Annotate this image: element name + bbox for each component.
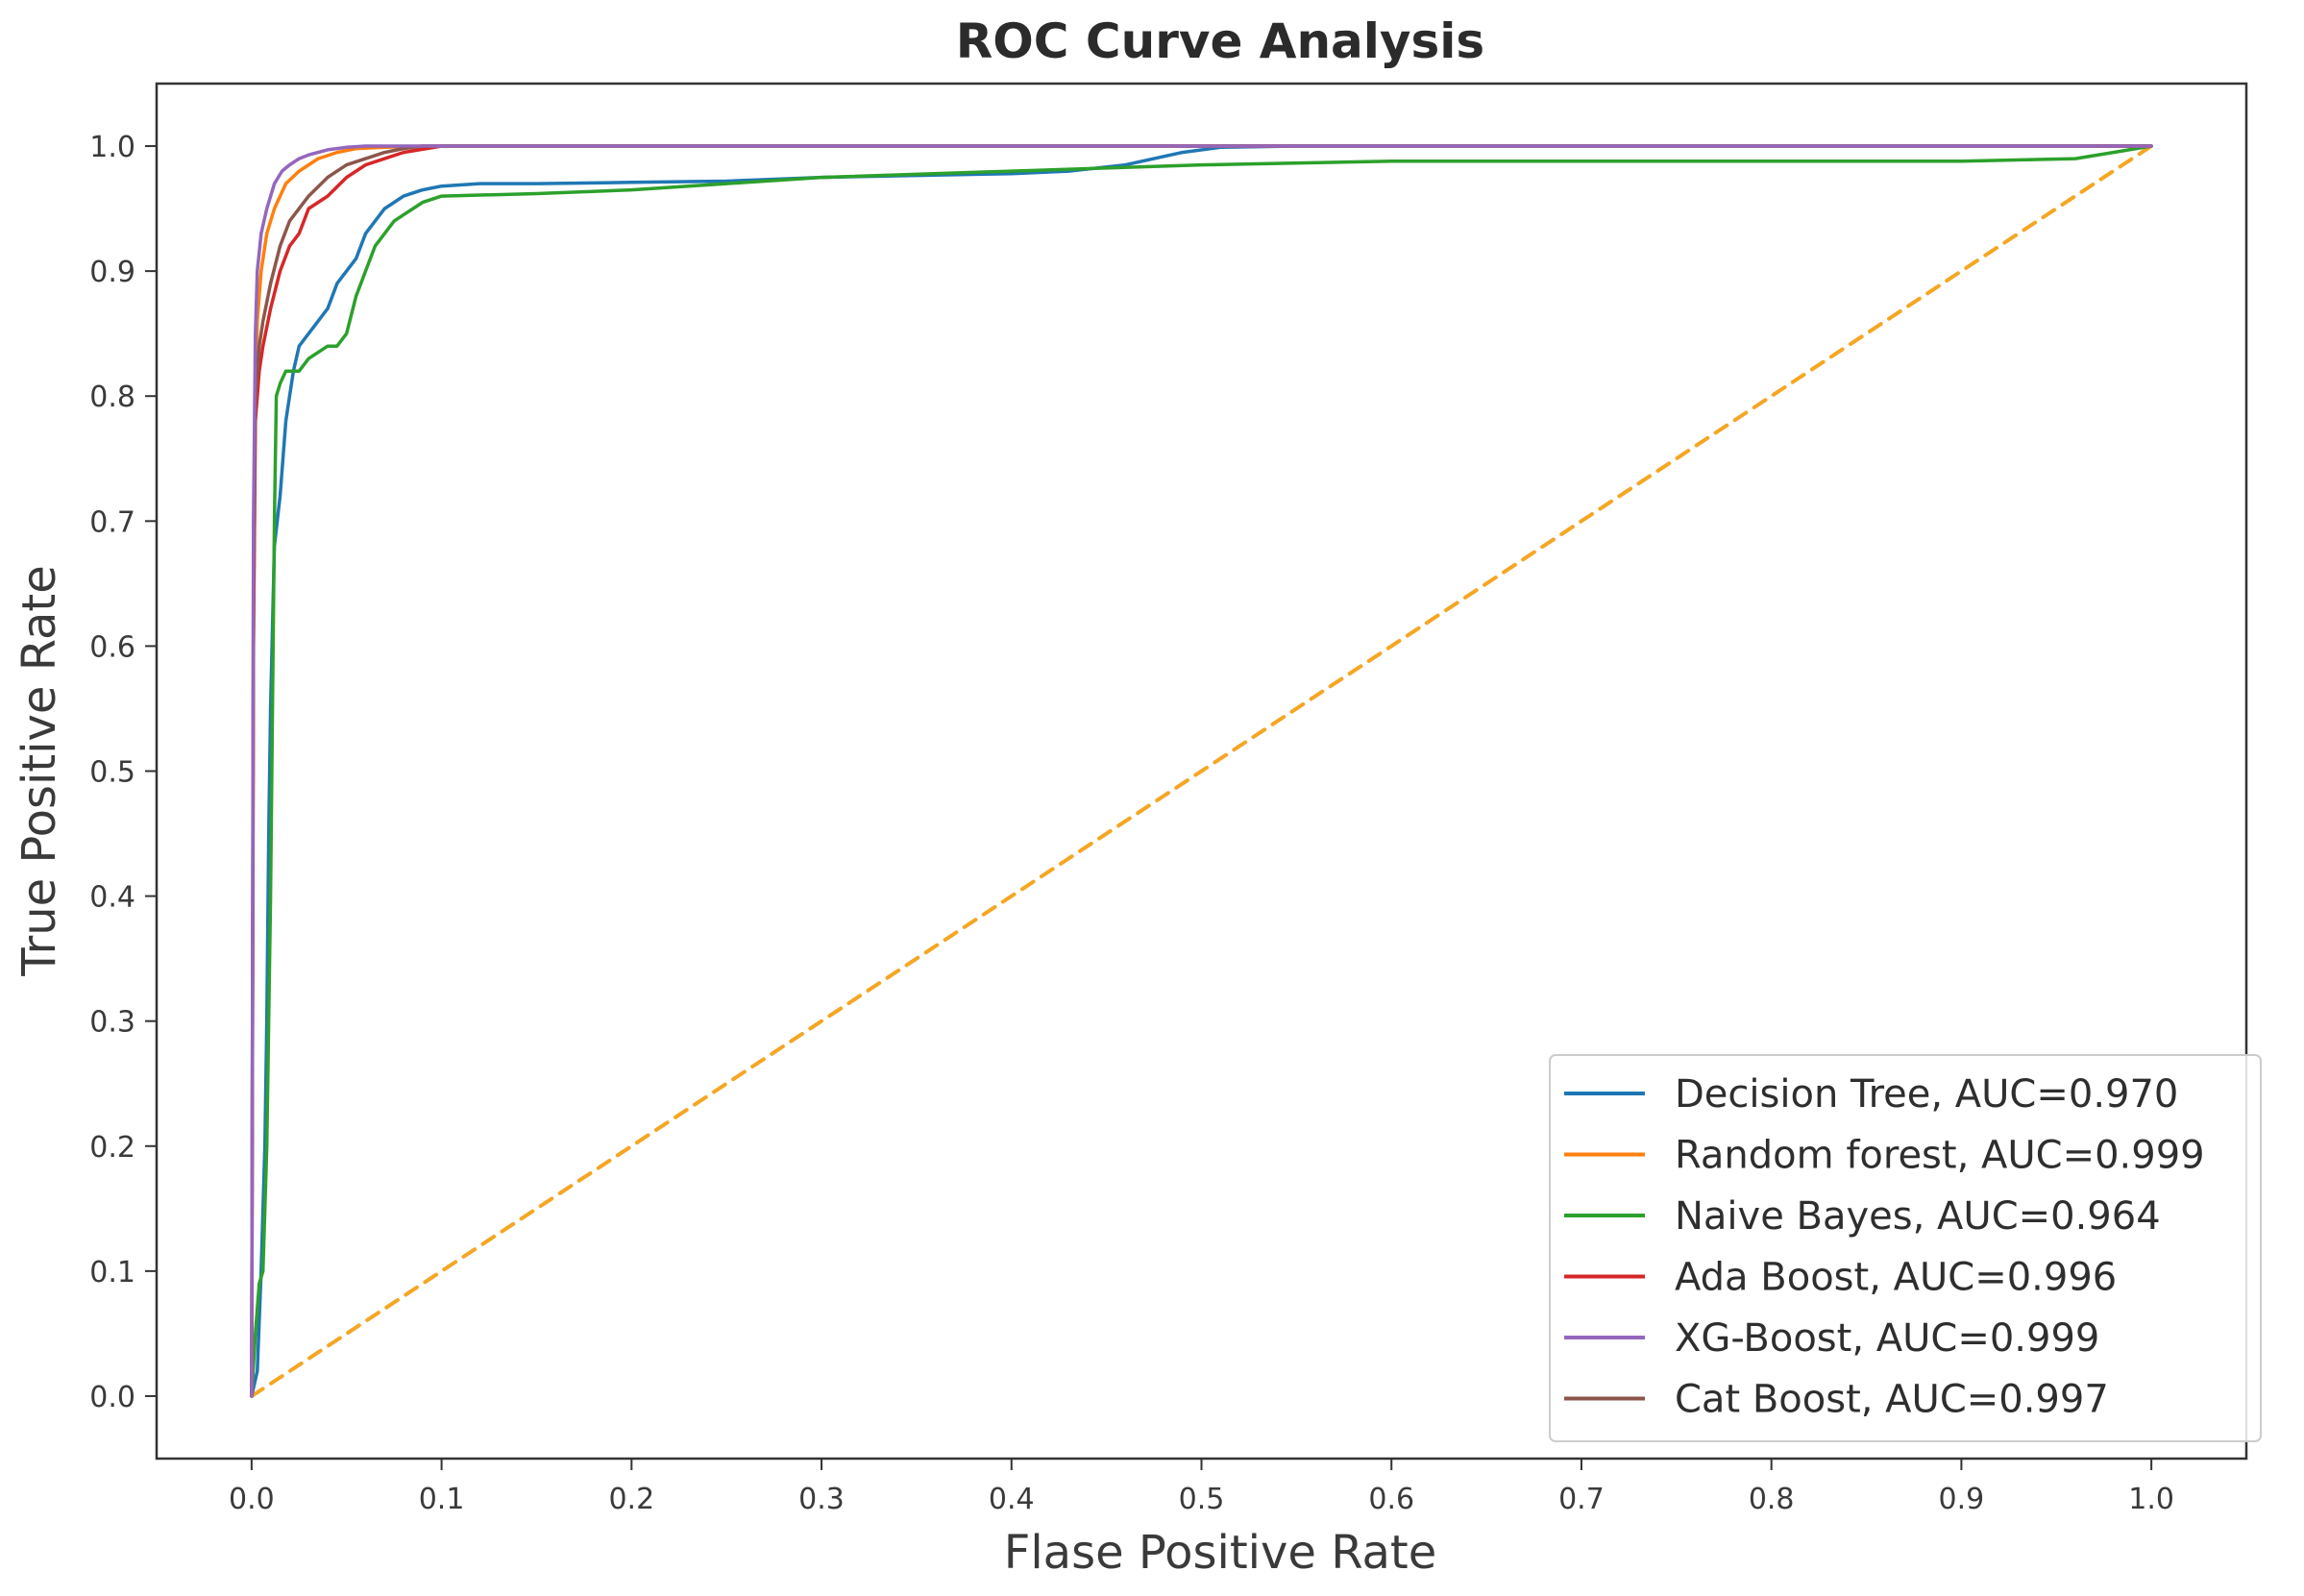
- x-tick-label: 0.1: [419, 1483, 465, 1516]
- y-tick-label: 0.4: [89, 881, 135, 915]
- x-tick-label: 0.6: [1368, 1483, 1414, 1516]
- y-tick-label: 0.3: [89, 1006, 135, 1040]
- y-tick-label: 0.1: [89, 1256, 135, 1289]
- x-axis-label: Flase Positive Rate: [1004, 1526, 1437, 1580]
- cat-boost-line: [250, 144, 2153, 1398]
- y-tick-label: 0.0: [89, 1381, 135, 1414]
- y-tick-label: 0.9: [89, 256, 135, 289]
- x-tick-label: 1.0: [2128, 1483, 2174, 1516]
- xg-boost-line: [250, 144, 2153, 1398]
- y-tick-label: 1.0: [89, 131, 135, 164]
- y-tick-label: 0.7: [89, 505, 135, 539]
- x-tick-label: 0.2: [608, 1483, 654, 1516]
- chance-line: [249, 144, 2154, 1398]
- series-layer: [249, 144, 2154, 1398]
- x-tick-label: 0.3: [798, 1483, 845, 1516]
- legend-label-cat-boost: Cat Boost, AUC=0.997: [1675, 1378, 2109, 1422]
- y-axis: 0.0 0.1 0.2 0.3 0.4 0.5 0.6 0.7 0.8 0.9 1.0: [89, 131, 157, 1414]
- legend-label-random-forest: Random forest, AUC=0.999: [1675, 1134, 2205, 1178]
- y-axis-label: True Positive Rate: [12, 565, 66, 977]
- x-axis: 0.0 0.1 0.2 0.3 0.4 0.5 0.6 0.7 0.8 0.9 1.0: [229, 1459, 2174, 1516]
- ada-boost-line: [250, 144, 2153, 1398]
- x-tick-label: 0.7: [1558, 1483, 1605, 1516]
- x-tick-label: 0.5: [1179, 1483, 1225, 1516]
- chart-title: ROC Curve Analysis: [956, 13, 1484, 69]
- legend-box: [1549, 1054, 2262, 1442]
- y-tick-label: 0.8: [89, 381, 135, 414]
- x-tick-label: 0.9: [1939, 1483, 1985, 1516]
- y-tick-label: 0.6: [89, 630, 135, 664]
- legend: Decision Tree, AUC=0.970 Random forest, A…: [1549, 1054, 2262, 1442]
- legend-label-xg-boost: XG-Boost, AUC=0.999: [1675, 1316, 2099, 1361]
- x-tick-label: 0.0: [229, 1483, 275, 1516]
- legend-label-decision-tree: Decision Tree, AUC=0.970: [1675, 1072, 2178, 1117]
- naive-bayes-line: [250, 144, 2153, 1398]
- x-tick-label: 0.4: [989, 1483, 1035, 1516]
- y-tick-label: 0.2: [89, 1131, 135, 1165]
- legend-label-ada-boost: Ada Boost, AUC=0.996: [1675, 1256, 2117, 1300]
- x-tick-label: 0.8: [1749, 1483, 1795, 1516]
- y-tick-label: 0.5: [89, 756, 135, 790]
- legend-label-naive-bayes: Naive Bayes, AUC=0.964: [1675, 1194, 2161, 1239]
